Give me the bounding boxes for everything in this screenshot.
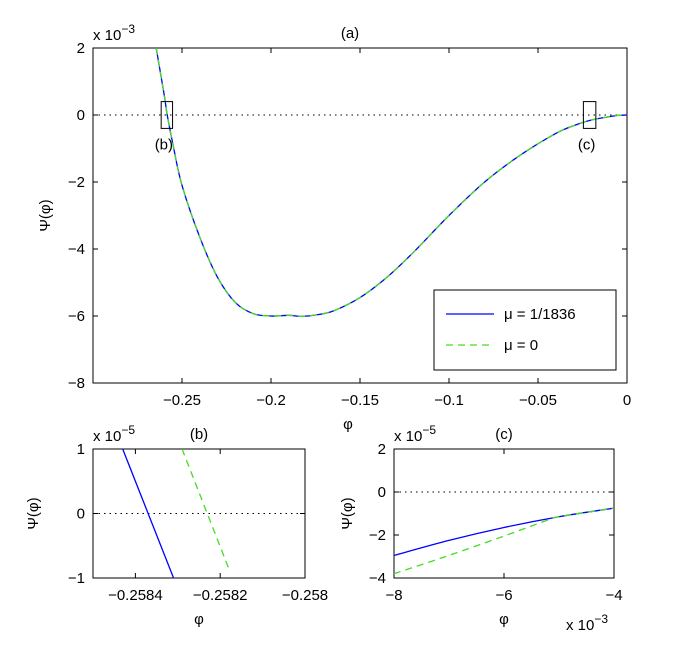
x-tick-label: −8 — [385, 587, 402, 604]
x-axis-label: φ — [194, 611, 204, 628]
y-tick-label: 0 — [77, 107, 85, 124]
y-exponent-label: x 10−5 — [93, 423, 135, 445]
y-exponent: −5 — [121, 423, 135, 437]
x-tick-label: −0.2584 — [108, 587, 163, 604]
legend-entry: μ = 1/1836 — [504, 306, 576, 323]
y-multiplier: x 10 — [93, 27, 121, 44]
legend-box — [433, 289, 617, 371]
y-multiplier: x 10 — [93, 428, 121, 445]
x-tick-label: −0.258 — [282, 587, 328, 604]
y-tick-label: −4 — [68, 241, 85, 258]
chart-title: (a) — [341, 25, 359, 42]
panel-b: −0.2584 −0.2582 −0.258 −1 0 1 x 10−5 (b) φ Ψ(φ) — [25, 423, 328, 628]
zoom-box-label: (b) — [155, 136, 173, 153]
y-tick-label: 2 — [77, 40, 85, 57]
y-tick-label: −6 — [68, 308, 85, 325]
series-line-mu-0 — [181, 449, 230, 569]
y-tick-label: 0 — [77, 506, 85, 523]
y-exponent-label: x 10−5 — [394, 423, 436, 445]
y-tick-label: 0 — [378, 484, 386, 501]
chart-title: (c) — [495, 426, 513, 443]
x-tick-label: −0.2 — [256, 392, 286, 409]
x-tick-label: −0.05 — [519, 392, 557, 409]
series-line-mu-1-1836 — [155, 48, 627, 317]
series-line-mu-0 — [155, 48, 627, 317]
x-tick-label: −0.1 — [434, 392, 464, 409]
y-tick-label: 2 — [378, 441, 386, 458]
series-line-mu-1-1836 — [394, 507, 614, 557]
x-tick-label: −0.25 — [163, 392, 201, 409]
x-axis-label: φ — [499, 611, 509, 628]
y-exponent-label: x 10−3 — [93, 22, 135, 44]
y-axis-label: Ψ(φ) — [37, 199, 54, 231]
y-tick-label: −2 — [68, 174, 85, 191]
y-exponent: −5 — [422, 423, 436, 437]
y-exponent: −3 — [121, 22, 135, 36]
x-exponent-label: x 10−3 — [566, 612, 608, 634]
y-tick-label: −2 — [369, 527, 386, 544]
y-tick-label: 1 — [77, 441, 85, 458]
y-tick-label: −1 — [68, 570, 85, 587]
panel-a: −0.25 −0.2 −0.15 −0.1 −0.05 0 −8 −6 −4 −2 0 2 x 10−3… — [37, 22, 631, 433]
x-tick-label: −6 — [495, 587, 512, 604]
legend-entry: μ = 0 — [504, 337, 538, 354]
y-tick-label: −8 — [68, 375, 85, 392]
x-tick-label: −0.2582 — [193, 587, 248, 604]
zoom-box-c — [582, 101, 597, 129]
x-tick-label: −0.15 — [341, 392, 379, 409]
y-multiplier: x 10 — [394, 428, 422, 445]
x-tick-label: −4 — [605, 587, 622, 604]
x-tick-label: 0 — [623, 392, 631, 409]
x-axis-label: φ — [343, 416, 353, 433]
x-multiplier: x 10 — [566, 617, 594, 634]
x-exponent: −3 — [594, 612, 608, 626]
zoom-box-label: (c) — [578, 136, 596, 153]
y-axis-label: Ψ(φ) — [339, 497, 356, 529]
y-axis-label: Ψ(φ) — [25, 497, 42, 529]
chart-title: (b) — [190, 426, 208, 443]
zoom-box-b — [160, 101, 174, 129]
series-line-mu-0 — [394, 507, 614, 575]
series-line-mu-1-1836 — [122, 449, 175, 578]
y-tick-label: −4 — [369, 570, 386, 587]
